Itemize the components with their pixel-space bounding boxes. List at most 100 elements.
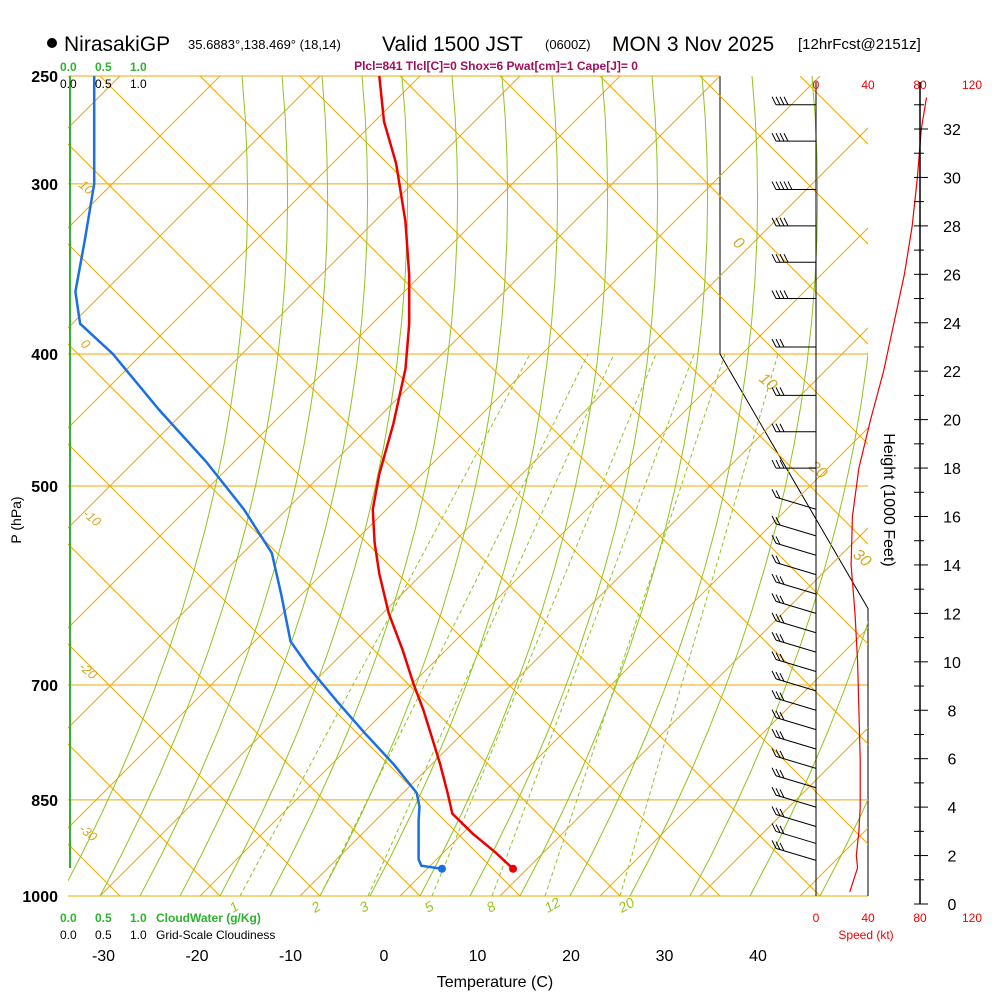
- moist-adiabat-line: [689, 349, 868, 896]
- height-tick-label: 32: [943, 122, 961, 139]
- speed-bottom-tick-label: 120: [962, 911, 982, 925]
- wind-barb-feather: [771, 515, 777, 525]
- wind-barb-feather: [775, 729, 781, 739]
- mixing-ratio-label: 20: [615, 894, 638, 916]
- wind-barb: [771, 709, 817, 731]
- wind-barb: [771, 690, 817, 711]
- dry-adiabat-label: 0: [78, 336, 94, 353]
- wind-barb-staff: [775, 600, 817, 614]
- isotherm-line: [68, 243, 721, 896]
- wind-barb-staff: [775, 717, 817, 731]
- cloud-water-label: CloudWater (g/Kg): [156, 911, 261, 925]
- height-axis-label: Height (1000 Feet): [880, 433, 897, 566]
- wind-barb: [771, 670, 817, 692]
- isotherm-line: [299, 76, 868, 645]
- dry-adiabat-label: -20: [76, 659, 101, 683]
- mixing-ratio-lines: [239, 353, 779, 896]
- wind-barb-feather: [775, 841, 781, 850]
- mixing-ratio-label: 3: [357, 898, 372, 916]
- wind-barb-staff: [775, 659, 817, 672]
- wind-barb-feather: [779, 750, 785, 759]
- y-axis-label: P (hPa): [8, 496, 24, 543]
- cloud-bottom-black-tick: 1.0: [130, 928, 147, 942]
- wind-barb: [771, 181, 816, 191]
- wind-barb: [771, 132, 816, 142]
- mixing-ratio-line: [239, 353, 531, 896]
- mixing-ratio-line: [544, 353, 726, 896]
- dry-adiabat-line: [68, 76, 421, 429]
- wind-barb: [771, 217, 816, 227]
- dry-adiabat-line: [68, 76, 321, 329]
- dry-adiabat-label: 30: [849, 546, 874, 571]
- cloud-bottom-green-tick: 1.0: [130, 911, 147, 925]
- cloud-bottom-black-tick: 0.0: [60, 928, 77, 942]
- height-tick-label: 14: [943, 558, 961, 575]
- height-tick-label: 8: [948, 703, 957, 720]
- speed-bottom-tick-label: 80: [913, 911, 927, 925]
- temperature-tick-label: 10: [469, 948, 487, 965]
- wind-barb-feather: [775, 459, 781, 469]
- mixing-ratio-line: [431, 353, 657, 896]
- wind-barb: [771, 459, 816, 469]
- wind-barb: [771, 840, 817, 861]
- moist-adiabat-line: [179, 76, 369, 896]
- moist-adiabat-line: [519, 76, 709, 896]
- wind-barb-feather: [771, 823, 777, 832]
- stability-indices: Plcl=841 Tlcl[C]=0 Shox=6 Pwat[cm]=1 Cap…: [354, 59, 638, 73]
- dry-adiabat-line: [499, 527, 868, 896]
- wind-barb: [771, 806, 817, 827]
- height-tick-label: 12: [943, 606, 961, 623]
- wind-barb-staff: [775, 523, 817, 537]
- wind-barb-feather: [779, 595, 785, 604]
- wind-barb-feather: [775, 574, 781, 584]
- cloud-top-green-tick: 0.0: [60, 60, 77, 74]
- isotherm-line: [199, 76, 868, 745]
- wind-barb-feather: [771, 535, 777, 544]
- temperature-tick-label: 20: [562, 948, 580, 965]
- dry-adiabat-line: [599, 627, 868, 896]
- wind-barb-feather: [771, 554, 777, 563]
- wind-barb-feather: [771, 651, 777, 660]
- wind-barb: [771, 253, 816, 263]
- dry-adiabat-label: 10: [755, 370, 780, 395]
- height-tick-label: 0: [948, 897, 957, 914]
- wind-barb-feather: [783, 96, 789, 106]
- wind-barb-feather: [779, 825, 785, 835]
- dewpoint-profile-line: [74, 76, 443, 871]
- speed-top-tick-label: 0: [813, 78, 820, 92]
- wind-barb-feather: [771, 253, 777, 263]
- wind-barb-feather: [783, 181, 789, 190]
- wind-barb-feather: [779, 842, 785, 852]
- wind-barb-staff: [775, 562, 817, 576]
- pressure-axis: 250 300 400 500 700 850 1000: [22, 69, 58, 906]
- dry-adiabat-lines: [0, 76, 868, 896]
- moist-adiabat-line: [629, 76, 819, 896]
- wind-barb-feather: [783, 217, 789, 227]
- dry-adiabat-label: 20: [805, 457, 830, 482]
- temperature-tick-label: -20: [185, 948, 208, 965]
- isotherm-line: [68, 743, 221, 896]
- isotherm-line: [0, 76, 20, 896]
- wind-barb: [771, 823, 817, 844]
- moist-adiabat-line: [99, 76, 289, 896]
- isotherm-line: [599, 76, 868, 345]
- wind-barb-staff: [775, 581, 817, 595]
- speed-top-tick-label: 120: [962, 78, 982, 92]
- wind-barb-feather: [783, 132, 789, 142]
- wind-barb-staff: [775, 496, 817, 510]
- wind-barb-feather: [775, 181, 781, 190]
- wind-barb: [771, 515, 817, 537]
- wind-barb-feather: [775, 671, 781, 681]
- wind-barb-feather: [775, 96, 781, 106]
- pressure-tick-label: 250: [31, 69, 58, 86]
- valid-time: Valid 1500 JST: [382, 33, 523, 56]
- wind-barb-feather: [779, 253, 785, 263]
- moist-adiabat-line: [68, 76, 249, 882]
- station-coords: 35.6883°,138.469° (18,14): [188, 37, 341, 52]
- temperature-profile-line: [371, 75, 514, 870]
- wind-barb-staff: [775, 678, 817, 692]
- wind-barb-feather: [771, 338, 777, 348]
- height-tick-label: 24: [943, 316, 961, 333]
- height-tick-label: 10: [943, 655, 961, 672]
